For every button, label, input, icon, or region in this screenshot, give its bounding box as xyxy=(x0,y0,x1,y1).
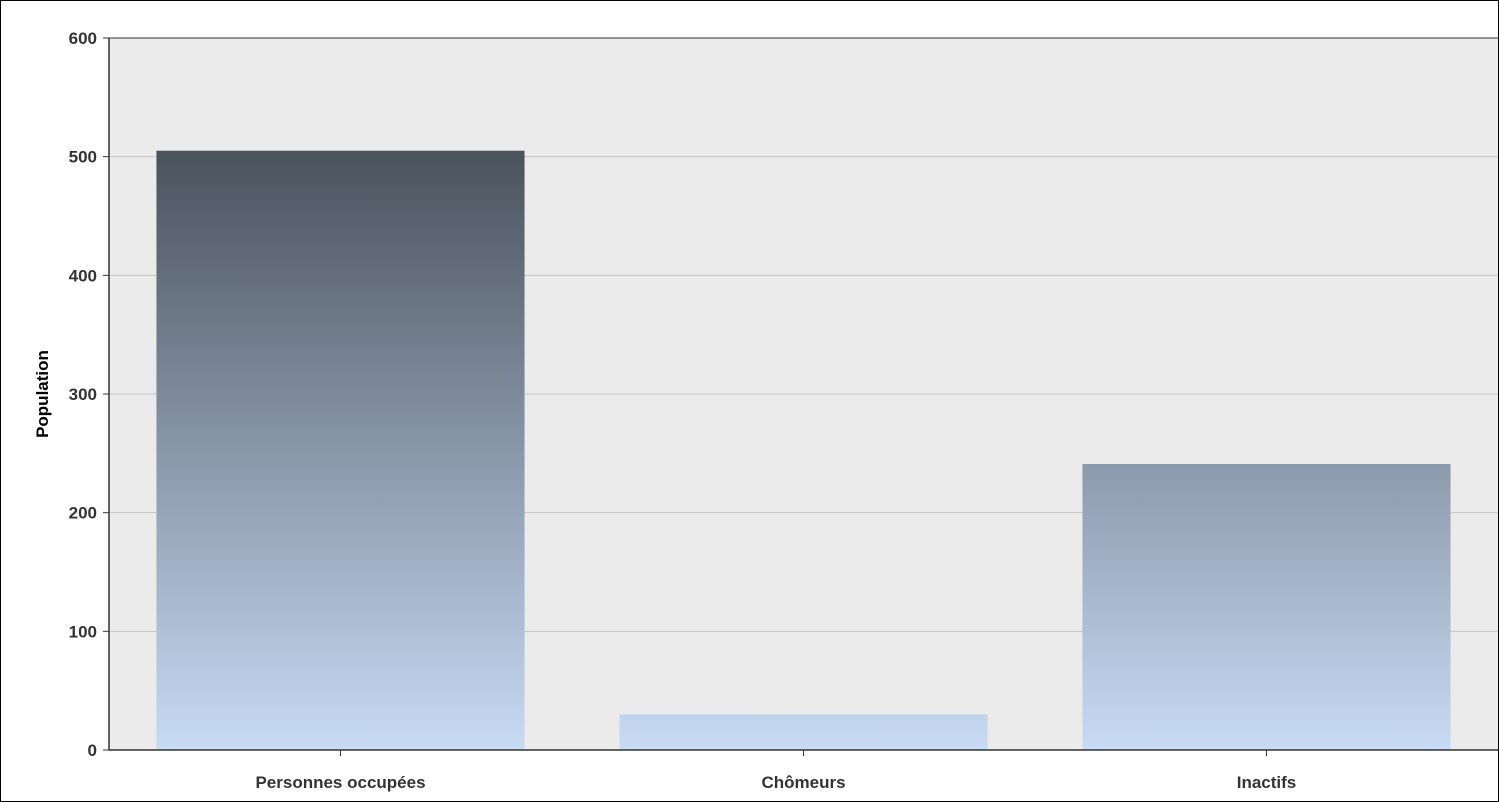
x-category-label: Chômeurs xyxy=(761,773,845,792)
y-tick-label: 600 xyxy=(69,29,97,48)
y-tick-label: 100 xyxy=(69,622,97,641)
y-tick-label: 400 xyxy=(69,266,97,285)
bars xyxy=(156,150,1451,750)
x-category-label: Inactifs xyxy=(1237,773,1297,792)
x-category-label: Personnes occupées xyxy=(255,773,425,792)
y-axis-title: Population xyxy=(33,350,52,438)
bar-0 xyxy=(156,150,525,750)
bar-1 xyxy=(619,714,988,750)
bar-2 xyxy=(1082,464,1451,750)
y-tick-label: 200 xyxy=(69,504,97,523)
y-tick-label: 300 xyxy=(69,385,97,404)
axes xyxy=(103,37,1498,756)
labels: 0 100 200 300 400 500 600 Personnes occupées Chô… xyxy=(69,29,1297,792)
y-tick-label: 0 xyxy=(88,741,97,760)
y-tick-label: 500 xyxy=(69,148,97,167)
